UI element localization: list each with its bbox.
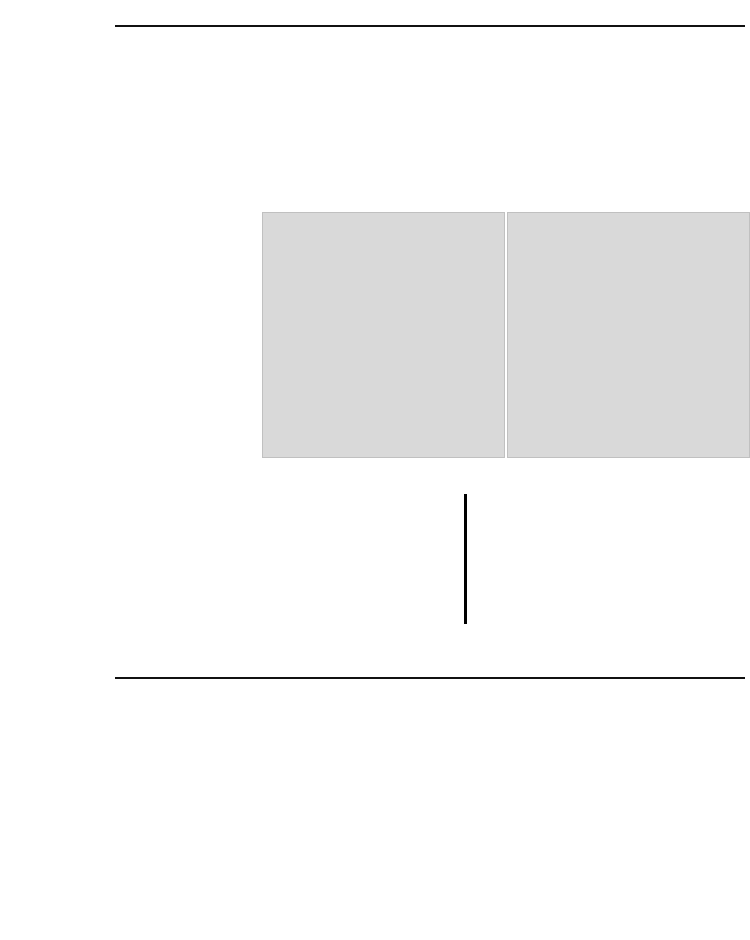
melanoma-title-rule	[115, 25, 745, 27]
lung-photo-control	[12, 708, 114, 820]
tumor-volume-line-chart	[8, 458, 260, 652]
lung-histology-dpaicp	[259, 834, 371, 936]
lung-photo-dpaicp	[262, 708, 374, 820]
mdm2-dot-plot	[4, 33, 192, 209]
tumor-weight-dot-plot	[246, 458, 454, 654]
median-survival-line-1	[446, 692, 453, 706]
survival-curve-chart	[418, 733, 750, 940]
lewis-title-rule	[115, 677, 745, 679]
h-and-e-bracket-line	[464, 494, 467, 624]
lung-histology-control	[14, 834, 130, 936]
gsea-kegg-plot	[263, 213, 504, 457]
p53-dot-plot	[376, 33, 560, 209]
gsea-pid-plot	[508, 213, 749, 457]
gsea-kegg-panel	[262, 212, 505, 458]
expression-heatmap	[6, 214, 260, 460]
lung-photo-lpaicp	[136, 708, 250, 820]
lung-histology-lpaicp	[139, 834, 245, 936]
p21-dot-plot	[560, 33, 748, 209]
gsea-pid-panel	[507, 212, 750, 458]
mdmx-dot-plot	[192, 33, 376, 209]
